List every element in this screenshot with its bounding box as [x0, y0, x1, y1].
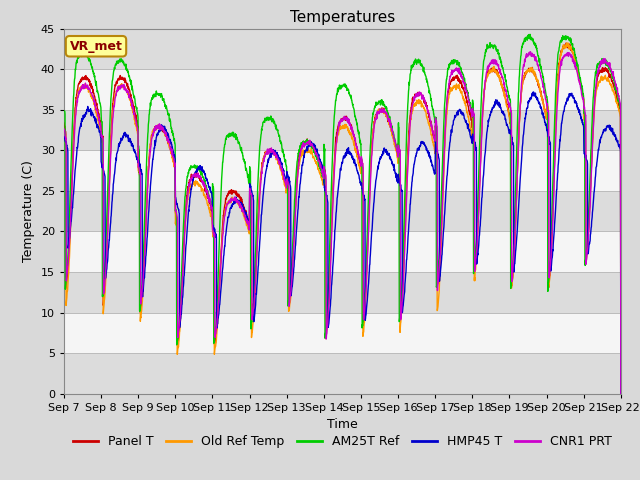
- Bar: [64, 312, 621, 353]
- Bar: [64, 110, 621, 150]
- Panel T: [617, 391, 625, 396]
- HMP45 T: [60, 135, 68, 141]
- CNR1 PRT: [617, 391, 625, 396]
- HMP45 T: [358, 186, 366, 192]
- AM25T Ref: [371, 106, 378, 111]
- HMP45 T: [568, 90, 575, 96]
- CNR1 PRT: [216, 289, 223, 295]
- AM25T Ref: [617, 391, 625, 396]
- Bar: [64, 272, 621, 312]
- CNR1 PRT: [371, 121, 378, 127]
- HMP45 T: [584, 158, 591, 164]
- HMP45 T: [617, 391, 625, 396]
- CNR1 PRT: [527, 49, 534, 55]
- CNR1 PRT: [358, 160, 366, 166]
- Line: AM25T Ref: AM25T Ref: [64, 35, 621, 394]
- Line: Panel T: Panel T: [64, 43, 621, 394]
- AM25T Ref: [216, 239, 223, 245]
- HMP45 T: [371, 192, 378, 197]
- Bar: [64, 353, 621, 394]
- CNR1 PRT: [504, 98, 512, 104]
- Bar: [64, 231, 621, 272]
- Panel T: [504, 104, 512, 110]
- AM25T Ref: [504, 88, 512, 94]
- X-axis label: Time: Time: [327, 418, 358, 431]
- Old Ref Temp: [504, 107, 512, 113]
- Old Ref Temp: [568, 48, 575, 54]
- Line: Old Ref Temp: Old Ref Temp: [64, 43, 621, 394]
- Old Ref Temp: [584, 241, 591, 247]
- Bar: [64, 29, 621, 69]
- Old Ref Temp: [358, 168, 366, 173]
- Panel T: [568, 48, 575, 53]
- Old Ref Temp: [617, 391, 625, 396]
- Line: HMP45 T: HMP45 T: [64, 92, 621, 394]
- Bar: [64, 150, 621, 191]
- Legend: Panel T, Old Ref Temp, AM25T Ref, HMP45 T, CNR1 PRT: Panel T, Old Ref Temp, AM25T Ref, HMP45 …: [68, 430, 616, 453]
- AM25T Ref: [584, 237, 591, 243]
- Old Ref Temp: [371, 119, 378, 124]
- AM25T Ref: [568, 41, 575, 47]
- Y-axis label: Temperature (C): Temperature (C): [22, 160, 35, 262]
- AM25T Ref: [60, 108, 68, 114]
- Panel T: [216, 284, 223, 290]
- Title: Temperatures: Temperatures: [290, 10, 395, 25]
- Old Ref Temp: [60, 134, 68, 140]
- Line: CNR1 PRT: CNR1 PRT: [64, 52, 621, 394]
- HMP45 T: [530, 89, 538, 95]
- CNR1 PRT: [584, 249, 591, 254]
- Old Ref Temp: [564, 40, 572, 46]
- Panel T: [358, 161, 366, 167]
- CNR1 PRT: [568, 54, 575, 60]
- Old Ref Temp: [216, 292, 223, 298]
- Panel T: [584, 247, 591, 253]
- HMP45 T: [504, 124, 512, 130]
- Panel T: [563, 40, 570, 46]
- Bar: [64, 191, 621, 231]
- AM25T Ref: [526, 32, 534, 37]
- Text: VR_met: VR_met: [70, 40, 122, 53]
- CNR1 PRT: [60, 126, 68, 132]
- HMP45 T: [216, 305, 223, 311]
- Bar: [64, 69, 621, 110]
- AM25T Ref: [358, 322, 366, 327]
- Panel T: [371, 120, 378, 125]
- Panel T: [60, 120, 68, 126]
